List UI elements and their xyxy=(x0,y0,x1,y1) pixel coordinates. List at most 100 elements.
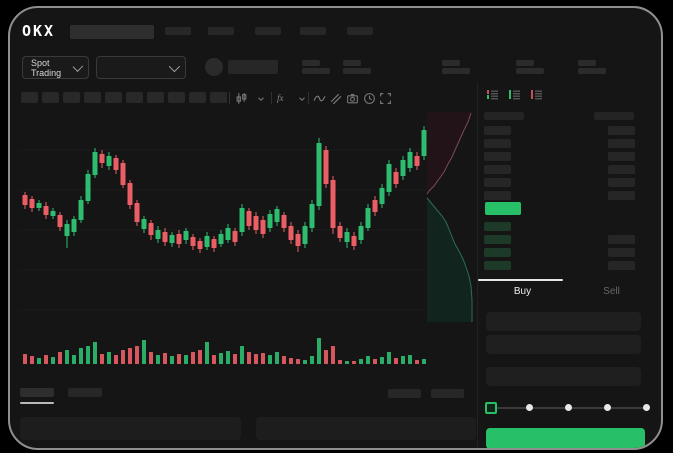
bid-amount-placeholder xyxy=(608,261,635,270)
buy-tab-indicator xyxy=(478,279,563,281)
bid-price-placeholder[interactable] xyxy=(484,248,511,257)
line-icon xyxy=(313,95,325,101)
orderbook-col-header-price xyxy=(484,112,524,120)
chart-type-icon xyxy=(236,92,246,104)
screenshot-button[interactable] xyxy=(345,91,359,105)
ask-amount-placeholder xyxy=(608,165,635,174)
stat-value-placeholder xyxy=(343,68,371,74)
pair-name-placeholder xyxy=(228,60,278,74)
divider xyxy=(477,82,478,448)
bottom-panel-placeholder xyxy=(20,417,241,440)
ask-amount-placeholder xyxy=(608,191,635,200)
stat-value-placeholder xyxy=(302,68,330,74)
slider-stop[interactable] xyxy=(643,404,650,411)
compare-icon xyxy=(330,93,341,104)
tab-buy[interactable]: Buy xyxy=(513,286,532,297)
nav-item-placeholder[interactable] xyxy=(255,27,281,35)
pair-title-placeholder xyxy=(70,25,154,39)
stat-value-placeholder xyxy=(516,68,544,74)
buy-submit-button[interactable] xyxy=(486,428,645,448)
interval-button-placeholder[interactable] xyxy=(168,92,185,103)
ask-amount-placeholder xyxy=(608,139,635,148)
candles-layer xyxy=(22,126,427,253)
book-all-icon[interactable] xyxy=(486,88,499,101)
depth-asks-area xyxy=(426,112,476,195)
ask-price-placeholder[interactable] xyxy=(484,139,511,148)
gridlines xyxy=(20,149,427,311)
ask-price-placeholder[interactable] xyxy=(484,152,511,161)
price-input-placeholder[interactable] xyxy=(486,312,641,331)
chart-type-chevron[interactable] xyxy=(254,92,268,106)
bottom-panel-placeholder xyxy=(256,417,476,440)
history-button[interactable] xyxy=(362,91,376,105)
indicators-button[interactable]: fx xyxy=(276,91,290,105)
bottom-action-placeholder[interactable] xyxy=(431,389,464,398)
depth-bids-area xyxy=(426,197,473,322)
nav-item-placeholder[interactable] xyxy=(300,27,326,35)
orderbook-col-header-amount xyxy=(594,112,634,120)
ask-amount-placeholder xyxy=(608,126,635,135)
interval-button-placeholder[interactable] xyxy=(147,92,164,103)
ask-price-placeholder[interactable] xyxy=(484,191,511,200)
stat-value-placeholder xyxy=(442,68,470,74)
bid-price-placeholder[interactable] xyxy=(484,235,511,244)
interval-button-placeholder[interactable] xyxy=(63,92,80,103)
bottom-tab-indicator xyxy=(20,402,54,404)
fullscreen-button[interactable] xyxy=(378,91,392,105)
interval-button-placeholder[interactable] xyxy=(105,92,122,103)
stat-value-placeholder xyxy=(578,68,606,74)
divider xyxy=(271,92,272,104)
ask-amount-placeholder xyxy=(608,178,635,187)
bid-price-placeholder[interactable] xyxy=(484,261,511,270)
bid-amount-placeholder xyxy=(608,248,635,257)
book-asks-icon[interactable] xyxy=(530,88,543,101)
ask-price-placeholder[interactable] xyxy=(484,178,511,187)
stat-label-placeholder xyxy=(516,60,534,66)
interval-button-placeholder[interactable] xyxy=(189,92,206,103)
chevron-down-icon xyxy=(72,60,84,72)
market-type-label: Spot Trading xyxy=(31,57,62,78)
chart-type-button[interactable] xyxy=(234,91,248,105)
slider-stop[interactable] xyxy=(526,404,533,411)
slider-handle[interactable] xyxy=(485,402,497,414)
market-type-dropdown[interactable]: Spot Trading xyxy=(22,56,89,79)
interval-button-placeholder[interactable] xyxy=(126,92,143,103)
candlestick-chart[interactable] xyxy=(20,108,478,376)
interval-button-placeholder[interactable] xyxy=(84,92,101,103)
indicators-chevron[interactable] xyxy=(295,92,309,106)
bottom-tab-placeholder[interactable] xyxy=(68,388,102,397)
device-frame: OKX Spot Trading fx xyxy=(8,6,663,450)
ask-price-placeholder[interactable] xyxy=(484,165,511,174)
total-input-placeholder[interactable] xyxy=(486,367,641,386)
divider xyxy=(308,92,309,104)
last-price-badge[interactable] xyxy=(485,202,521,215)
book-bids-icon[interactable] xyxy=(508,88,521,101)
nav-item-placeholder[interactable] xyxy=(208,27,234,35)
interval-button-placeholder[interactable] xyxy=(21,92,38,103)
history-icon xyxy=(363,92,375,104)
bottom-tab-active-placeholder[interactable] xyxy=(20,388,54,397)
interval-button-placeholder[interactable] xyxy=(42,92,59,103)
stat-label-placeholder xyxy=(302,60,320,66)
tab-sell[interactable]: Sell xyxy=(603,286,620,297)
camera-icon xyxy=(346,93,358,103)
coin-avatar xyxy=(205,58,223,76)
slider-stop[interactable] xyxy=(565,404,572,411)
nav-item-placeholder[interactable] xyxy=(347,27,373,35)
chevron-down-icon xyxy=(258,97,264,102)
nav-item-placeholder[interactable] xyxy=(165,27,191,35)
indicators-icon: fx xyxy=(277,93,284,103)
chevron-down-icon xyxy=(168,60,181,72)
pair-selector-dropdown[interactable] xyxy=(96,56,186,79)
bid-price-placeholder[interactable] xyxy=(484,222,511,231)
amount-input-placeholder[interactable] xyxy=(486,335,641,354)
compare-button[interactable] xyxy=(328,91,342,105)
interval-button-placeholder[interactable] xyxy=(210,92,227,103)
ask-price-placeholder[interactable] xyxy=(484,126,511,135)
slider-stop[interactable] xyxy=(604,404,611,411)
bottom-action-placeholder[interactable] xyxy=(388,389,421,398)
svg-text:fx: fx xyxy=(277,93,284,103)
line-tool-button[interactable] xyxy=(312,91,326,105)
divider xyxy=(229,92,230,104)
okx-logo: OKX xyxy=(22,22,56,40)
